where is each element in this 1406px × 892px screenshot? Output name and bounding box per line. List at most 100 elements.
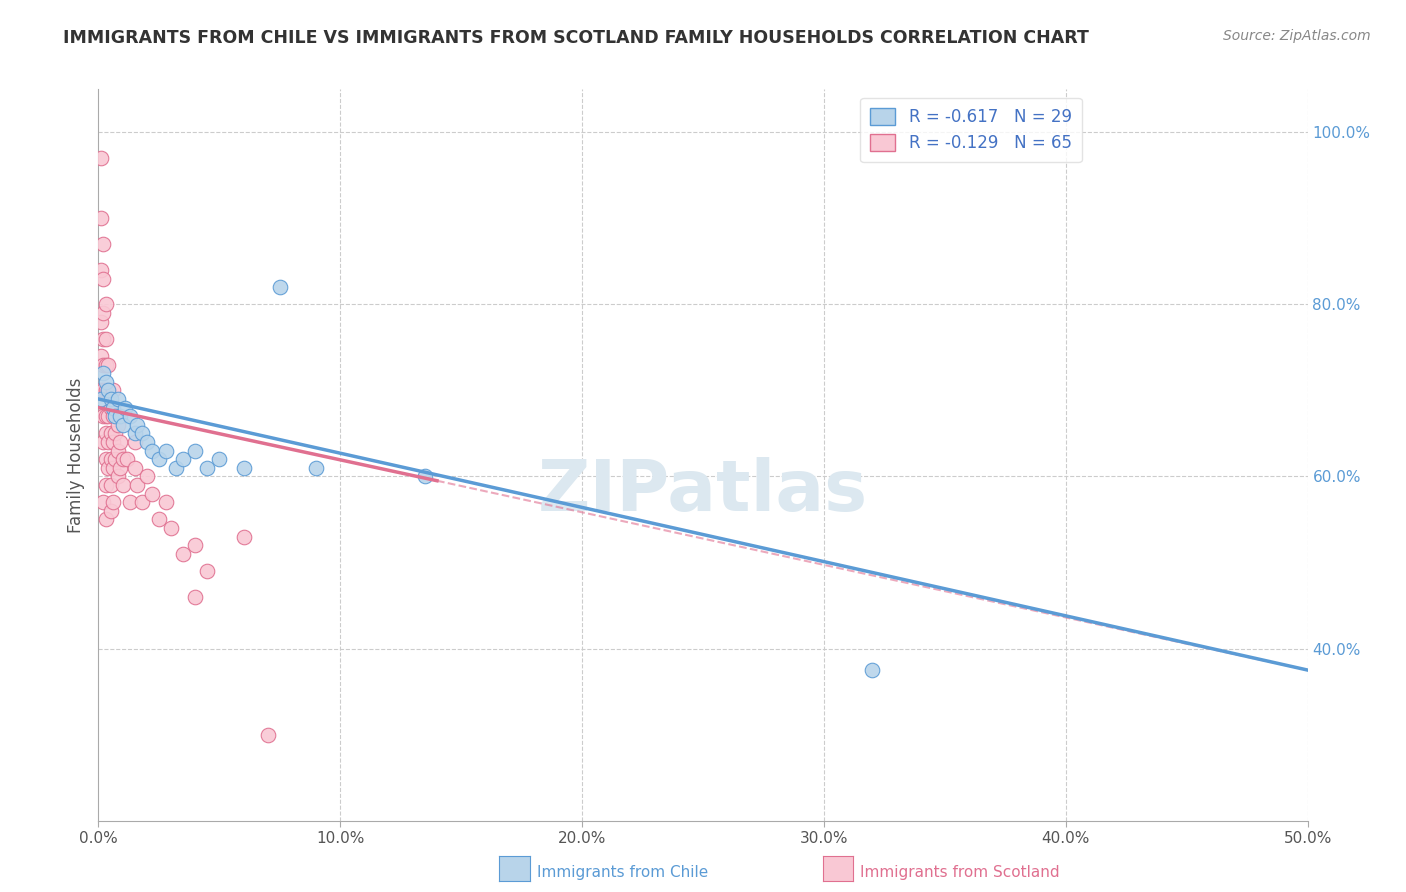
Point [127,478,149,492]
Point [94,512,117,526]
Point [97,384,120,398]
Point [111,417,134,432]
Point [90,151,112,165]
Point [155,443,177,458]
Point [97,358,120,372]
Point [100,401,122,415]
Point [118,409,141,424]
Text: IMMIGRANTS FROM CHILE VS IMMIGRANTS FROM SCOTLAND FAMILY HOUSEHOLDS CORRELATION : IMMIGRANTS FROM CHILE VS IMMIGRANTS FROM… [63,29,1090,46]
Point [91,495,114,509]
Point [91,306,114,320]
Point [232,530,254,544]
Point [94,297,117,311]
Point [94,375,117,389]
Point [94,426,117,441]
Point [91,384,114,398]
Point [305,460,328,475]
Point [124,435,146,450]
Point [101,384,124,398]
Point [91,271,114,285]
Point [114,401,136,415]
Point [90,349,112,363]
Point [100,426,122,441]
Point [124,426,146,441]
Point [135,469,157,483]
Point [172,452,194,467]
Point [97,409,120,424]
Point [155,495,177,509]
Point [94,452,117,467]
Point [148,512,170,526]
Point [111,452,134,467]
Point [117,452,139,467]
Point [118,495,141,509]
Text: ZIPatlas: ZIPatlas [538,457,868,526]
Point [97,384,120,398]
Point [107,469,129,483]
Point [160,521,183,535]
Point [94,409,117,424]
Point [172,547,194,561]
Point [91,435,114,450]
Point [101,401,124,415]
Point [104,452,127,467]
Point [124,460,146,475]
Point [184,590,207,604]
Point [91,409,114,424]
Point [232,460,254,475]
Point [141,443,163,458]
Point [91,332,114,346]
Point [101,460,124,475]
Point [90,314,112,328]
Point [208,452,231,467]
Point [100,504,122,518]
Point [107,417,129,432]
Legend: R = -0.617   N = 29, R = -0.129   N = 65: R = -0.617 N = 29, R = -0.129 N = 65 [860,97,1081,162]
Point [100,478,122,492]
Point [94,332,117,346]
Point [108,409,131,424]
Point [101,409,124,424]
Point [101,435,124,450]
Point [90,384,112,398]
Point [94,384,117,398]
Point [101,495,124,509]
Point [256,728,278,742]
Point [91,237,114,252]
Point [91,358,114,372]
Point [91,366,114,380]
Point [165,460,187,475]
Point [195,460,218,475]
Point [100,452,122,467]
Point [97,460,120,475]
Point [100,392,122,406]
Point [107,392,129,406]
Point [184,538,207,552]
Point [413,469,436,483]
Point [107,443,129,458]
Point [131,426,153,441]
Point [135,435,157,450]
Point [131,495,153,509]
Point [94,478,117,492]
Point [108,435,131,450]
Point [97,435,120,450]
Point [195,564,218,578]
Point [104,409,127,424]
Point [269,280,291,294]
Point [860,663,883,677]
Point [184,443,207,458]
Point [141,486,163,500]
Point [90,263,112,277]
Text: Source: ZipAtlas.com: Source: ZipAtlas.com [1223,29,1371,43]
Text: Immigrants from Chile: Immigrants from Chile [537,865,709,880]
Point [111,478,134,492]
Point [90,211,112,226]
Point [148,452,170,467]
Point [127,417,149,432]
Y-axis label: Family Households: Family Households [66,377,84,533]
Point [90,392,112,406]
Point [108,460,131,475]
Text: Immigrants from Scotland: Immigrants from Scotland [860,865,1060,880]
Point [94,358,117,372]
